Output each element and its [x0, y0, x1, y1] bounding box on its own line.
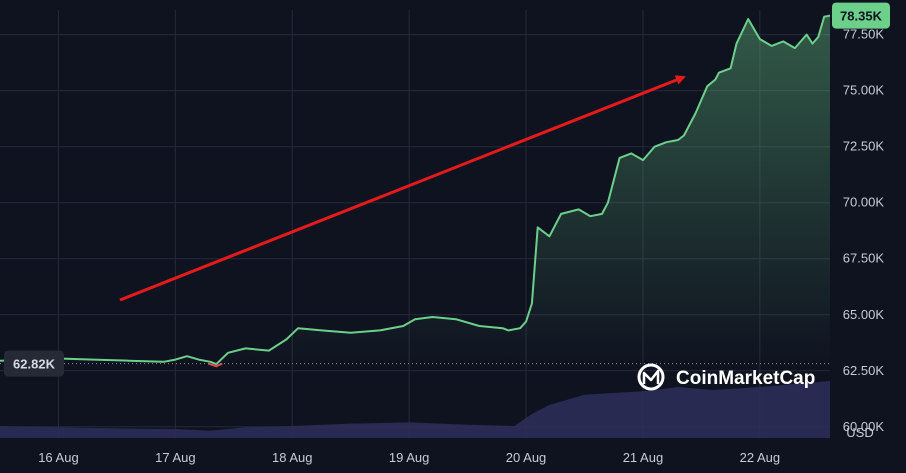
- y-tick-label: 62.50K: [843, 363, 885, 378]
- y-tick-label: 60.00K: [843, 419, 885, 434]
- coinmarketcap-watermark: CoinMarketCap: [637, 363, 815, 391]
- x-tick-label: 20 Aug: [506, 450, 547, 465]
- x-tick-label: 21 Aug: [623, 450, 664, 465]
- y-axis: 60.00K 62.50K 65.00K 67.50K 70.00K 72.50K 75.0…: [843, 27, 885, 434]
- trend-arrow: [119, 75, 686, 302]
- price-dip-segment: [207, 362, 223, 368]
- y-tick-label: 67.50K: [843, 251, 885, 266]
- volume-bars: [0, 381, 830, 438]
- x-tick-label: 22 Aug: [740, 450, 781, 465]
- x-tick-label: 16 Aug: [38, 450, 79, 465]
- price-area-fill: [0, 15, 830, 365]
- y-tick-label: 72.50K: [843, 139, 885, 154]
- price-line: [0, 14, 831, 368]
- x-axis: 16 Aug 17 Aug 18 Aug 19 Aug 20 Aug 21 Aug 22 A…: [38, 450, 780, 465]
- current-price-label: 78.35K: [840, 9, 883, 24]
- coinmarketcap-logo-icon: [637, 363, 665, 391]
- y-tick-label: 77.50K: [843, 27, 885, 42]
- x-tick-label: 17 Aug: [155, 450, 196, 465]
- x-tick-label: 19 Aug: [389, 450, 430, 465]
- x-tick-label: 18 Aug: [272, 450, 313, 465]
- currency-label: USD: [846, 425, 873, 440]
- volume-area: [0, 381, 830, 438]
- price-series-line: [0, 14, 831, 366]
- y-tick-label: 75.00K: [843, 83, 885, 98]
- start-price-label: 62.82K: [13, 357, 56, 372]
- current-price-badge: 78.35K: [832, 2, 890, 29]
- start-price-badge: 62.82K: [4, 350, 64, 377]
- y-tick-label: 70.00K: [843, 195, 885, 210]
- y-tick-label: 65.00K: [843, 307, 885, 322]
- price-area: [0, 15, 830, 365]
- watermark-brand: CoinMarketCap: [676, 368, 815, 389]
